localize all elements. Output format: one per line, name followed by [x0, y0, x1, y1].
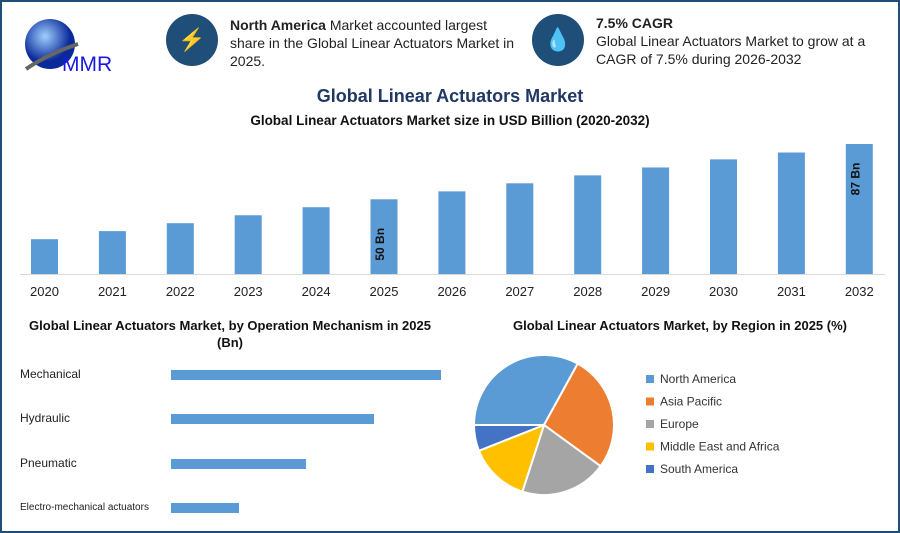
mechanism-chart-title: Global Linear Actuators Market, by Opera… [29, 318, 431, 350]
bar-2032 [845, 144, 873, 274]
x-tick-2026: 2026 [437, 284, 466, 299]
growth-drop-icon: 💧 [532, 14, 584, 66]
bar-chart-title: Global Linear Actuators Market size in U… [250, 113, 650, 128]
data-label-2032: 87 Bn [848, 163, 862, 196]
legend-label: Asia Pacific [660, 395, 722, 409]
info-cagr: 7.5% CAGR Global Linear Actuators Market … [596, 15, 866, 67]
bar-2028 [574, 175, 602, 274]
legend-swatch [646, 397, 654, 406]
bar-electro-mechanical-actuators [171, 503, 239, 513]
bar-pneumatic [171, 459, 306, 469]
legend-swatch [646, 375, 654, 383]
bar-2026 [438, 191, 466, 274]
data-label-2025: 50 Bn [373, 228, 387, 261]
bar-2030 [710, 159, 737, 274]
legend-swatch [646, 420, 654, 428]
legend-label: North America [660, 372, 736, 386]
x-tick-2022: 2022 [166, 284, 195, 299]
bar-2027 [506, 183, 534, 274]
legend-label: South America [660, 462, 738, 476]
legend-label: Europe [660, 417, 699, 431]
bar-hydraulic [171, 414, 374, 424]
bar-2024 [302, 207, 330, 274]
slice-middle-east-and-africa [477, 423, 546, 493]
x-tick-2020: 2020 [30, 284, 59, 299]
bar-mechanical [171, 370, 441, 380]
x-tick-2030: 2030 [709, 284, 738, 299]
info-north-america: North America Market accounted largest s… [230, 17, 515, 69]
region-pie-chart: North America Asia Pacific Europe Middle Ea… [472, 354, 780, 496]
bar-2020 [31, 239, 58, 274]
x-tick-2028: 2028 [573, 284, 602, 299]
page-title: Global Linear Actuators Market [316, 86, 584, 106]
y-tick-label: Hydraulic [20, 411, 71, 425]
svg-text:MMR: MMR [62, 53, 112, 76]
bar-2022 [166, 223, 194, 274]
legend-label: Middle East and Africa [660, 440, 780, 454]
lightning-icon: ⚡ [166, 14, 218, 66]
x-tick-2029: 2029 [641, 284, 670, 299]
x-tick-2023: 2023 [234, 284, 263, 299]
mmr-logo: MMR [24, 19, 112, 76]
x-tick-2021: 2021 [98, 284, 127, 299]
bar-2029 [642, 167, 670, 274]
x-tick-2024: 2024 [302, 284, 331, 299]
y-tick-label: Pneumatic [20, 456, 77, 470]
bar-2023 [234, 215, 262, 274]
slice-europe [521, 423, 603, 496]
x-tick-2027: 2027 [505, 284, 534, 299]
x-tick-2025: 2025 [370, 284, 399, 299]
legend-swatch [646, 465, 654, 473]
bar-2025 [370, 199, 398, 274]
bar-2031 [777, 152, 805, 274]
y-tick-label: Electro-mechanical actuators [20, 502, 149, 513]
slice-south-america [472, 424, 545, 453]
slice-asia-pacific [542, 362, 615, 468]
x-tick-2032: 2032 [845, 284, 874, 299]
legend-swatch [646, 442, 654, 451]
bar-2021 [98, 231, 126, 274]
market-size-bar-chart: 2020 2021 2022 2023 2024 2025 50 Bn 2026 2027 202… [20, 144, 885, 299]
slice-north-america [472, 354, 580, 426]
x-tick-2031: 2031 [777, 284, 806, 299]
y-tick-label: Mechanical [20, 367, 81, 381]
region-chart-title: Global Linear Actuators Market, by Regio… [513, 318, 847, 333]
